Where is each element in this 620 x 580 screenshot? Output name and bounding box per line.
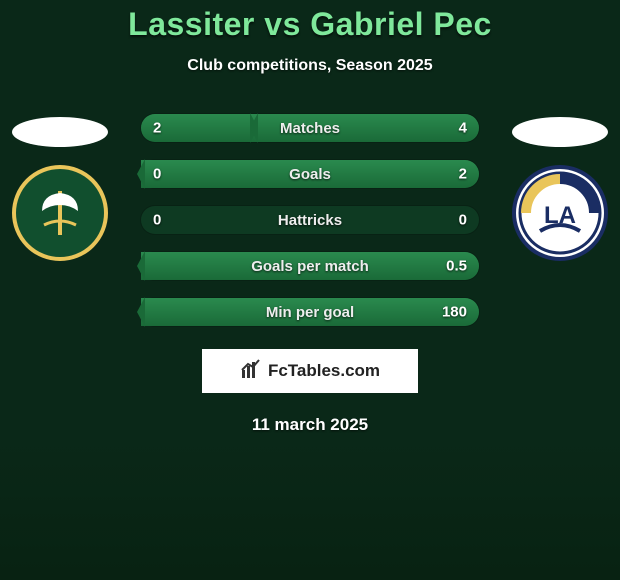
right-player-column: LA	[500, 113, 620, 261]
stat-value-right: 4	[459, 120, 467, 137]
right-team-crest-la-icon: LA	[516, 169, 604, 257]
stat-value-right: 180	[442, 304, 467, 321]
brand-text: FcTables.com	[268, 361, 380, 381]
stat-value-left: 0	[153, 166, 161, 183]
stat-value-left: 0	[153, 212, 161, 229]
stat-label: Goals	[289, 166, 331, 183]
stat-value-left: 2	[153, 120, 161, 137]
stat-label: Matches	[280, 120, 340, 137]
comparison-subtitle: Club competitions, Season 2025	[0, 57, 620, 75]
stat-bars-column: Matches 2 4 Goals 0 2 Hattricks 0 0 Goals per mat…	[120, 113, 500, 327]
stat-value-right: 0.5	[446, 258, 467, 275]
stat-bar: Goals per match 0.5	[140, 251, 480, 281]
stat-bar: Hattricks 0 0	[140, 205, 480, 235]
stat-value-right: 0	[459, 212, 467, 229]
stat-label: Hattricks	[278, 212, 342, 229]
infographic-date: 11 march 2025	[0, 415, 620, 435]
right-team-crest: LA	[512, 165, 608, 261]
brand-box: FcTables.com	[202, 349, 418, 393]
left-player-column	[0, 113, 120, 261]
comparison-title: Lassiter vs Gabriel Pec	[0, 6, 620, 43]
stat-label: Goals per match	[251, 258, 369, 275]
infographic-root: Lassiter vs Gabriel Pec Club competition…	[0, 0, 620, 580]
left-team-crest-axe-icon	[16, 169, 104, 257]
stats-area: Matches 2 4 Goals 0 2 Hattricks 0 0 Goals per mat…	[0, 113, 620, 327]
right-player-avatar-placeholder	[512, 117, 608, 147]
left-player-avatar-placeholder	[12, 117, 108, 147]
stat-value-right: 2	[459, 166, 467, 183]
stat-bar: Matches 2 4	[140, 113, 480, 143]
left-team-crest	[12, 165, 108, 261]
stat-bar: Min per goal 180	[140, 297, 480, 327]
brand-chart-icon	[240, 358, 262, 385]
stat-label: Min per goal	[266, 304, 354, 321]
stat-bar: Goals 0 2	[140, 159, 480, 189]
